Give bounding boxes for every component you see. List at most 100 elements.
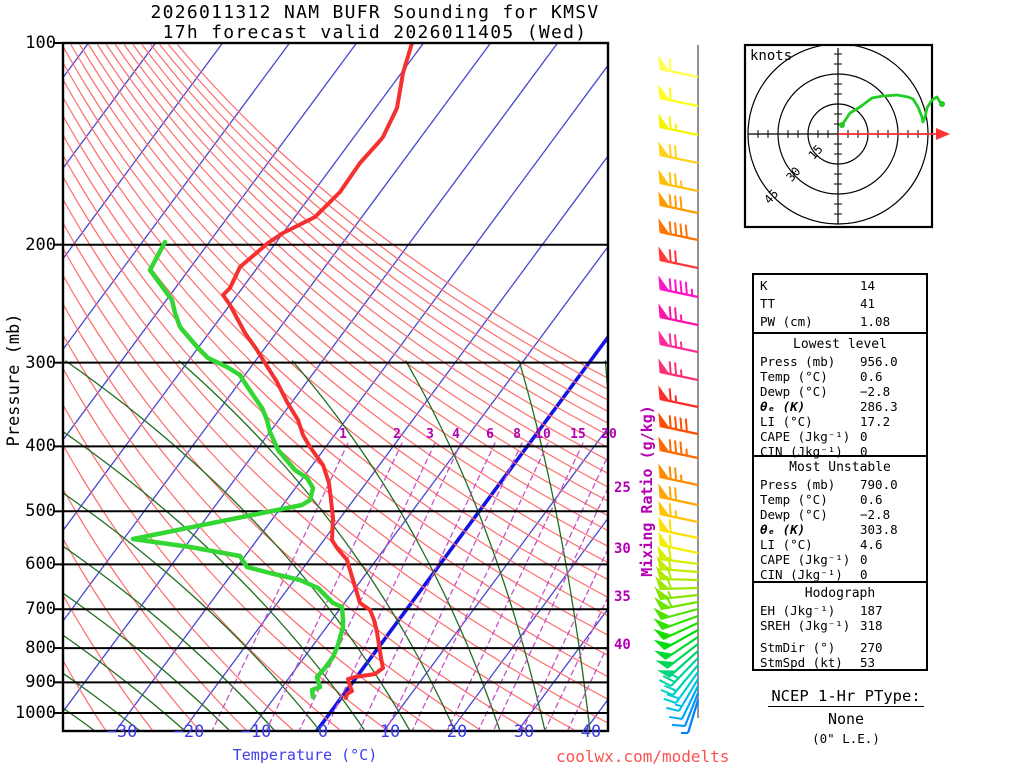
wind-barb (658, 84, 699, 108)
table-row: CAPE (Jkg⁻¹) 0 (754, 552, 926, 567)
table-row: θₑ (K) 286.3 (754, 399, 926, 414)
table-section-header: Lowest level (793, 337, 887, 352)
wind-barb (666, 678, 699, 712)
temperature-tick-label: −20 (173, 722, 205, 742)
mixing-ratio-label: 2 (393, 427, 401, 442)
table-row-label: TT (760, 296, 776, 311)
table-row-value: 1.08 (860, 314, 891, 329)
temperature-tick-label: 30 (513, 722, 535, 742)
wind-barb (653, 629, 699, 650)
table-row-label: θₑ (K) (760, 399, 806, 414)
table-row: Temp (°C) 0.6 (754, 492, 926, 507)
wind-barb (658, 657, 699, 687)
pressure-tick-label: 500 (25, 501, 56, 522)
table-row-value: 0 (860, 444, 868, 459)
ptype-title: NCEP 1-Hr PType: (768, 687, 924, 707)
temperature-tick-label: −30 (106, 722, 138, 742)
table-row-label: Dewp (°C) (760, 507, 828, 522)
mixing-ratio-label: 10 (535, 427, 551, 442)
table-row-label: θₑ (K) (760, 522, 806, 537)
mixing-ratio-label: 35 (614, 589, 631, 605)
mixing-ratio-label: 1 (339, 427, 347, 442)
table-row-label: Press (mb) (760, 354, 836, 369)
wind-barb (655, 565, 699, 582)
table-row-label: CIN (Jkg⁻¹) (760, 567, 843, 582)
wind-barb (658, 218, 699, 242)
isotherm (63, 43, 559, 713)
isotherm-0c (315, 334, 608, 731)
wind-barb (658, 55, 699, 79)
watermark: coolwx.com/modelts (556, 747, 730, 766)
table-row-label: Press (mb) (760, 477, 836, 492)
table-section: Most Unstable Press (mb) 790.0 Temp (°C) 0.6… (754, 455, 926, 582)
wind-barb (658, 385, 699, 409)
table-row: PW (cm) 1.08 (754, 313, 926, 331)
table-section: Lowest level Press (mb) 956.0 Temp (°C) 0.6 D… (754, 332, 926, 459)
temperature-curve (221, 43, 414, 700)
wind-barb (658, 303, 699, 327)
table-row-label: Temp (°C) (760, 369, 828, 384)
table-row: LI (°C) 4.6 (754, 537, 926, 552)
wind-barb (658, 191, 699, 215)
wind-barb (658, 483, 699, 507)
wind-barb (654, 594, 699, 611)
mixing-ratio-label: 8 (513, 427, 521, 442)
wind-barb (655, 576, 699, 591)
wind-barb (658, 169, 699, 193)
table-row: StmDir (°) 270 (754, 640, 926, 655)
wind-barb (680, 699, 700, 734)
table-row-label: CIN (Jkg⁻¹) (760, 444, 843, 459)
isotherm (517, 607, 608, 731)
table-row-value: 14 (860, 278, 876, 293)
table-row-label: StmSpd (kt) (760, 655, 843, 670)
table-row-label: Dewp (°C) (760, 384, 828, 399)
pressure-tick-label: 400 (25, 436, 56, 457)
isotherm (182, 154, 608, 731)
table-row-value: 790.0 (860, 477, 898, 492)
table-row-label: SREH (Jkg⁻¹) (760, 618, 851, 633)
mixing-ratio-label: 6 (486, 427, 494, 442)
pressure-tick-label: 700 (25, 599, 56, 620)
temperature-tick-label: 0 (317, 722, 329, 742)
page-title: 2026011312 NAM BUFR Sounding for KMSV (150, 2, 600, 23)
table-section-header: Most Unstable (789, 460, 891, 475)
pressure-tick-label: 100 (25, 33, 56, 53)
mixing-ratio-label: 40 (614, 637, 631, 653)
table-row-label: CAPE (Jkg⁻¹) (760, 429, 851, 444)
ptype-block: NCEP 1-Hr PType: None (0" L.E.) (748, 686, 944, 746)
wind-barb (653, 607, 699, 621)
table-row-value: 318 (860, 618, 883, 633)
table-row-label: Temp (°C) (760, 492, 828, 507)
ptype-value: None (827, 710, 865, 728)
table-row: LI (°C) 17.2 (754, 414, 926, 429)
table-section: Hodograph EH (Jkg⁻¹) 187 SREH (Jkg⁻¹) 318 Stm… (754, 581, 926, 670)
wind-barb (669, 685, 699, 720)
pressure-tick-label: 900 (25, 672, 56, 693)
wind-barb (658, 516, 699, 540)
wind-barb-column (653, 45, 700, 734)
temperature-tick-label: 40 (580, 722, 602, 742)
temperature-tick-label: 10 (379, 722, 401, 742)
isotherm (249, 245, 608, 731)
table-row-value: 303.8 (860, 522, 898, 537)
wind-barb (658, 246, 699, 270)
table-row-label: EH (Jkg⁻¹) (760, 603, 836, 618)
mixing-ratio-label: 25 (614, 480, 631, 496)
table-row: Dewp (°C) −2.8 (754, 384, 926, 399)
table-row-label: LI (°C) (760, 414, 813, 429)
table-row: K 14 (754, 277, 926, 295)
table-row: CIN (Jkg⁻¹) 0 (754, 567, 926, 582)
wind-barb (658, 436, 699, 460)
wind-barb (663, 671, 699, 704)
mixing-ratio-label: 20 (601, 427, 617, 442)
wind-barb (658, 531, 699, 555)
table-row-value: 956.0 (860, 354, 898, 369)
temperature-tick-label: 20 (446, 722, 468, 742)
table-row-value: 53 (860, 655, 876, 670)
table-row-value: −2.8 (860, 384, 891, 399)
wind-barb (655, 643, 699, 669)
table-row-value: 41 (860, 296, 876, 311)
pressure-tick-label: 300 (25, 352, 56, 373)
hodograph-trace (840, 93, 944, 127)
